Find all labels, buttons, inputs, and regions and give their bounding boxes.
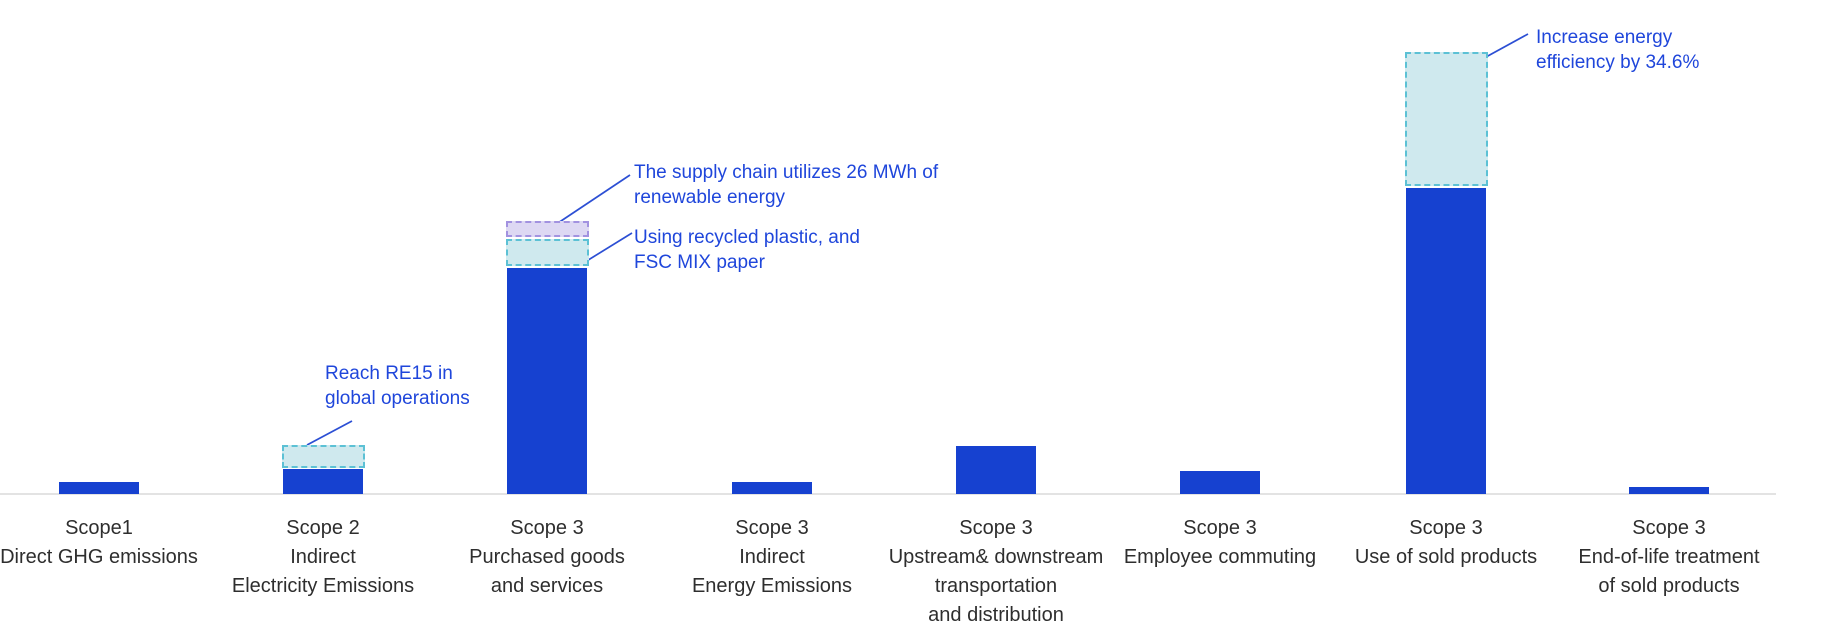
axis-label-line: Scope 3 <box>1632 517 1706 539</box>
axis-label-line: Upstream& downstream <box>888 546 1104 568</box>
axis-label-line: Purchased goods <box>469 546 625 568</box>
axis-label-line: and services <box>490 575 604 597</box>
leader-line-reach-re15 <box>306 420 353 446</box>
annotation-line: Using recycled plastic, and <box>634 227 860 248</box>
target-reduction-box-teal-scope3-use-of-sold-products <box>1404 52 1488 186</box>
leader-line-increase-energy-efficiency <box>1485 33 1529 58</box>
axis-label-scope3-transportation: Scope 3 Upstream& downstream transportatio… <box>856 514 1136 630</box>
annotation-line: Increase energy <box>1536 27 1673 48</box>
axis-label-line: Use of sold products <box>1354 546 1538 568</box>
annotation-increase-energy-efficiency: Increase energy efficiency by 34.6% <box>1536 25 1699 75</box>
axis-label-line: Employee commuting <box>1123 546 1317 568</box>
annotation-line: The supply chain utilizes 26 MWh of <box>634 162 939 183</box>
leader-line-supply-chain-renewable <box>557 174 631 224</box>
annotation-line: efficiency by 34.6% <box>1536 52 1700 73</box>
axis-label-scope1-direct-ghg: Scope1 Direct GHG emissions <box>0 514 239 572</box>
leader-line-recycled-plastic-fsc <box>584 232 633 263</box>
axis-label-line: Scope 2 <box>286 517 360 539</box>
axis-label-line: Indirect <box>739 546 805 568</box>
axis-label-line: of sold products <box>1598 575 1740 597</box>
axis-label-line: Scope 3 <box>1409 517 1483 539</box>
annotation-reach-re15: Reach RE15 in global operations <box>325 361 470 411</box>
axis-label-scope3-employee-commuting: Scope 3 Employee commuting <box>1080 514 1360 572</box>
bar-scope3-employee-commuting <box>1180 471 1260 494</box>
annotation-recycled-plastic-fsc: Using recycled plastic, and FSC MIX paper <box>634 225 860 275</box>
axis-label-line: Direct GHG emissions <box>0 546 198 568</box>
target-reduction-box-teal-scope2-indirect-electricity <box>281 445 365 468</box>
annotation-line: Reach RE15 in <box>325 363 453 384</box>
bar-scope3-transportation <box>956 446 1036 494</box>
axis-label-line: and distribution <box>928 604 1064 626</box>
axis-label-scope3-end-of-life: Scope 3 End-of-life treatment of sold prod… <box>1529 514 1809 601</box>
axis-label-scope3-use-of-sold-products: Scope 3 Use of sold products <box>1306 514 1586 572</box>
axis-label-line: Scope 3 <box>510 517 584 539</box>
axis-label-line: Indirect <box>290 546 356 568</box>
target-reduction-box-purple-scope3-purchased-goods <box>505 221 589 237</box>
axis-label-line: Electricity Emissions <box>231 575 415 597</box>
axis-label-line: Scope 3 <box>959 517 1033 539</box>
axis-label-scope3-indirect-energy: Scope 3 Indirect Energy Emissions <box>632 514 912 601</box>
axis-label-line: End-of-life treatment <box>1578 546 1760 568</box>
bar-scope3-purchased-goods <box>507 268 587 494</box>
target-reduction-box-teal-scope3-purchased-goods <box>505 239 589 266</box>
annotation-supply-chain-renewable: The supply chain utilizes 26 MWh of renew… <box>634 160 938 210</box>
axis-label-line: Scope1 <box>65 517 133 539</box>
axis-label-line: Scope 3 <box>1183 517 1257 539</box>
axis-label-line: Energy Emissions <box>691 575 853 597</box>
bar-scope2-indirect-electricity <box>283 469 363 494</box>
bar-scope1-direct-ghg <box>59 482 139 494</box>
bar-scope3-indirect-energy <box>732 482 812 494</box>
bar-scope3-end-of-life <box>1629 487 1709 494</box>
axis-label-line: transportation <box>934 575 1058 597</box>
x-axis-line <box>0 493 1776 495</box>
bar-scope3-use-of-sold-products <box>1406 188 1486 494</box>
annotation-line: global operations <box>325 388 470 409</box>
axis-label-line: Scope 3 <box>735 517 809 539</box>
annotation-line: renewable energy <box>634 187 786 208</box>
axis-label-scope2-indirect-electricity: Scope 2 Indirect Electricity Emissions <box>183 514 463 601</box>
annotation-line: FSC MIX paper <box>634 252 765 273</box>
axis-label-scope3-purchased-goods: Scope 3 Purchased goods and services <box>407 514 687 601</box>
